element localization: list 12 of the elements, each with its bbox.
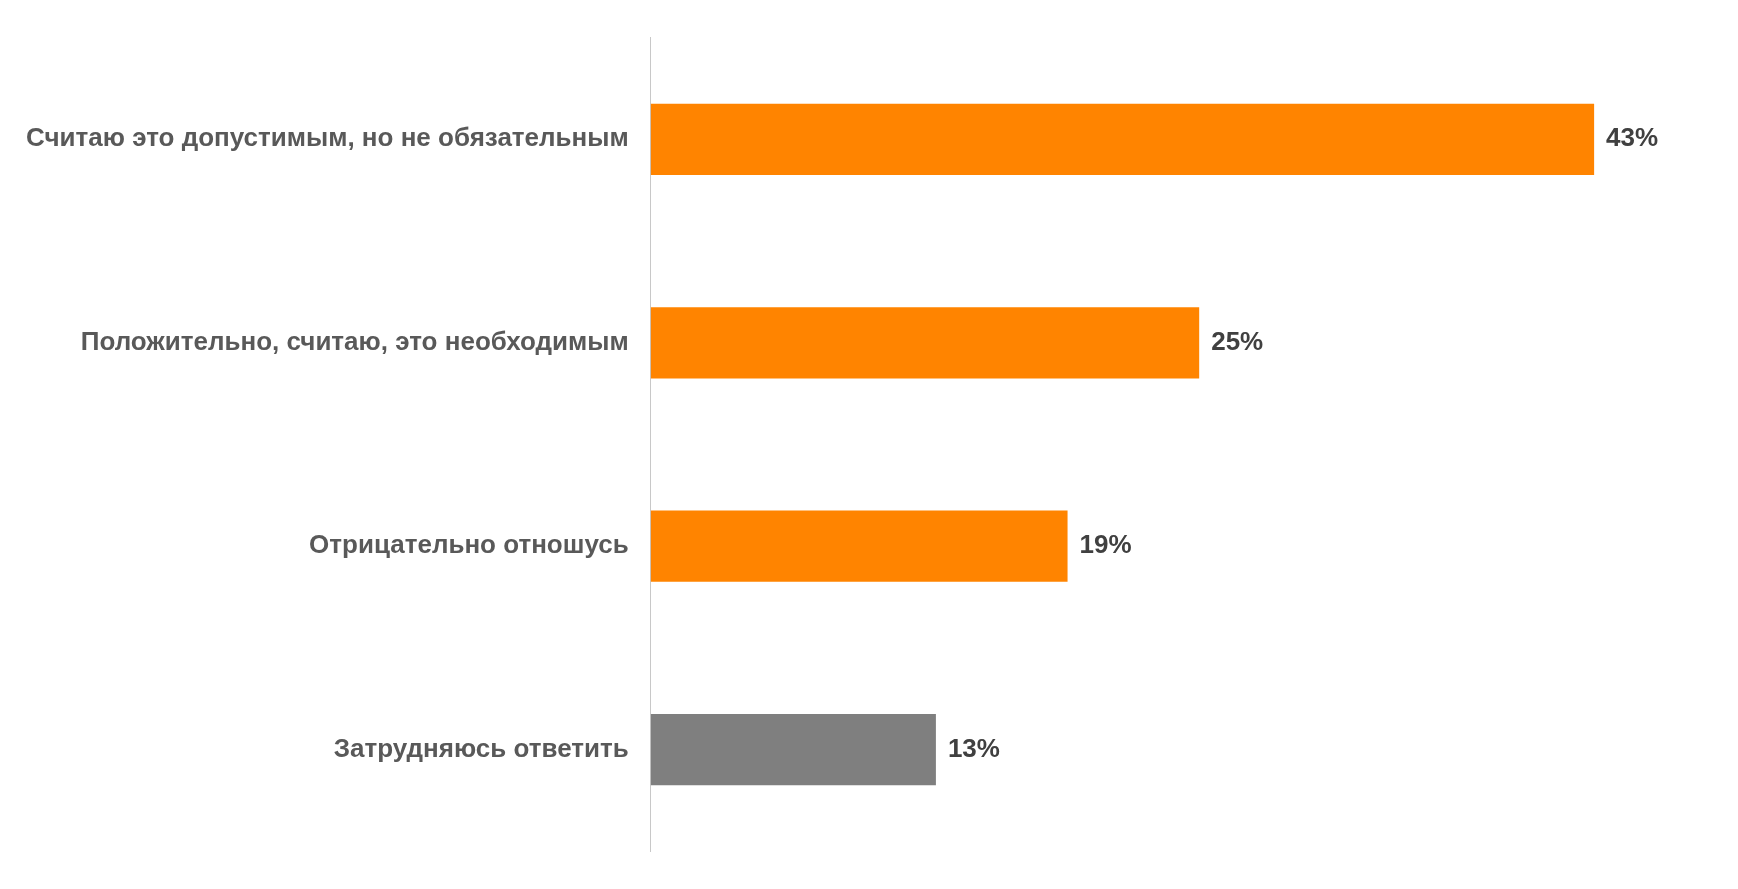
y-tick-label: Отрицательно отношусь <box>309 529 629 560</box>
bar <box>650 510 1068 582</box>
y-tick-label: Затрудняюсь ответить <box>333 732 629 763</box>
y-tick-label: Считаю это допустимым, но не обязательным <box>26 122 629 153</box>
data-label: 43% <box>1606 122 1659 153</box>
data-label: 25% <box>1211 325 1264 356</box>
data-label: 13% <box>947 732 1000 763</box>
y-tick-label: Положительно, считаю, это необходимым <box>80 325 629 356</box>
bar <box>650 307 1200 379</box>
bar <box>650 103 1595 175</box>
data-label: 19% <box>1079 529 1132 560</box>
bar <box>650 714 936 786</box>
